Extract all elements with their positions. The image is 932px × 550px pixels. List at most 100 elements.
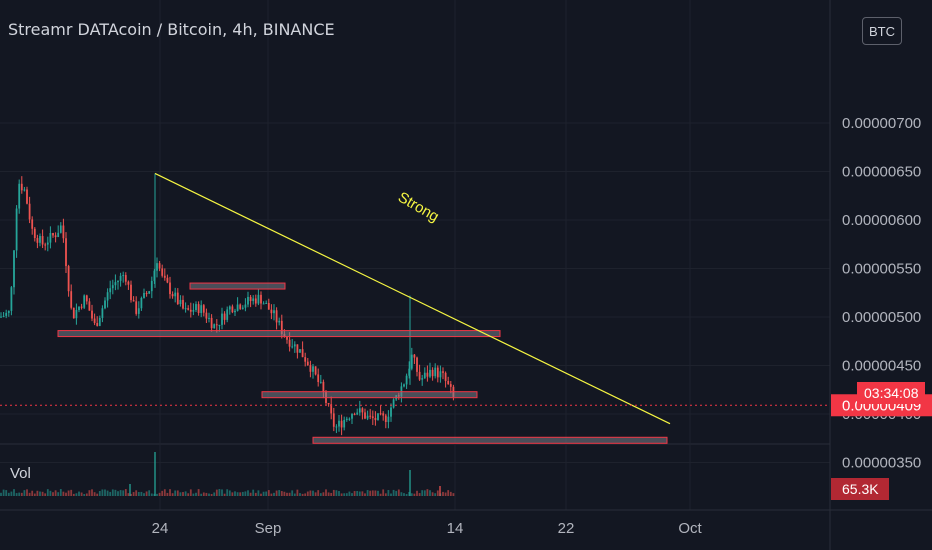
volume-bar xyxy=(182,492,184,496)
price-tick-label: 0.00000550 xyxy=(842,261,921,278)
candle xyxy=(293,341,296,353)
volume-bar xyxy=(317,490,320,496)
candle-body xyxy=(244,304,247,308)
candle-body xyxy=(426,372,429,377)
candle xyxy=(260,291,262,310)
candle xyxy=(93,313,96,326)
candle-body xyxy=(57,232,60,238)
candle-body xyxy=(13,250,15,288)
volume-bar xyxy=(49,490,52,496)
candle-body xyxy=(213,324,216,329)
candle xyxy=(26,186,28,205)
candle-body xyxy=(392,399,395,408)
candle-body xyxy=(439,371,442,378)
candle xyxy=(330,396,333,420)
candle-body xyxy=(104,300,106,309)
volume-bar xyxy=(213,492,216,496)
candle-body xyxy=(304,357,307,362)
candle xyxy=(13,250,15,295)
candle-body xyxy=(273,310,275,314)
volume-bar xyxy=(309,490,312,496)
candle-body xyxy=(234,310,236,313)
candle-body xyxy=(153,270,156,281)
candle-body xyxy=(345,418,348,420)
volume-bar xyxy=(2,489,5,496)
volume-bar xyxy=(41,491,44,496)
candle-body xyxy=(340,420,343,428)
candle-body xyxy=(122,275,125,277)
volume-bar xyxy=(377,490,379,496)
candle-body xyxy=(20,183,23,191)
candle-body xyxy=(127,281,130,285)
volume-bar xyxy=(405,493,408,496)
candle-body xyxy=(312,366,314,372)
candle xyxy=(210,314,213,332)
candle xyxy=(18,179,21,214)
candle xyxy=(257,289,260,306)
candle xyxy=(231,304,234,314)
candle-body xyxy=(148,291,151,294)
volume-bar xyxy=(364,493,366,496)
candle-body xyxy=(449,384,452,387)
candle-body xyxy=(7,310,10,313)
candle xyxy=(442,367,444,380)
candle-body xyxy=(335,426,338,428)
price-tick-label: 0.00000500 xyxy=(842,309,921,326)
candle xyxy=(431,367,434,381)
candle xyxy=(184,302,187,313)
candle xyxy=(278,317,281,326)
candle xyxy=(127,280,130,290)
candle xyxy=(340,414,343,436)
candle-body xyxy=(0,316,2,318)
candle-body xyxy=(156,263,158,271)
volume-bar xyxy=(156,493,158,496)
candle xyxy=(59,222,62,234)
candle xyxy=(249,294,252,308)
candle-body xyxy=(221,313,223,325)
candle-body xyxy=(143,293,145,298)
candle xyxy=(244,298,247,312)
candle xyxy=(46,236,49,252)
candle-body xyxy=(265,303,268,305)
candle-body xyxy=(317,374,320,383)
volume-bar xyxy=(356,490,359,496)
volume-bar xyxy=(447,490,450,496)
candle xyxy=(176,288,179,306)
candle xyxy=(286,336,288,344)
price-axis[interactable]: 0.000003500.000004000.000004500.00000500… xyxy=(829,0,932,550)
candle-body xyxy=(174,292,177,297)
volume-bar xyxy=(52,492,54,496)
candle xyxy=(343,416,346,431)
candle-body xyxy=(431,369,434,377)
candle-body xyxy=(176,292,179,305)
currency-button[interactable]: BTC xyxy=(862,17,902,45)
candle-body xyxy=(54,235,57,238)
candle xyxy=(101,305,104,323)
volume-bar xyxy=(205,492,208,496)
volume-bar xyxy=(286,492,288,496)
candle xyxy=(382,411,385,421)
candle xyxy=(171,291,174,299)
volume-bar xyxy=(444,492,447,496)
candle xyxy=(319,374,322,384)
volume-bar xyxy=(195,492,197,496)
volume-bar xyxy=(291,490,294,496)
candle xyxy=(161,264,164,278)
candle-body xyxy=(332,413,335,427)
time-axis[interactable]: 24 Sep 14 22 Oct xyxy=(0,509,932,537)
candle xyxy=(374,411,377,426)
candle xyxy=(156,257,158,278)
candle xyxy=(387,410,390,429)
volume-bar xyxy=(75,493,78,496)
volume-bar xyxy=(104,489,106,496)
volume-bar xyxy=(36,490,39,496)
candle-body xyxy=(23,189,26,191)
volume-bar xyxy=(379,493,382,496)
volume-bar xyxy=(31,490,34,496)
candle xyxy=(221,307,223,330)
volume-bar xyxy=(44,493,47,496)
candle xyxy=(70,284,73,310)
candle xyxy=(338,414,340,432)
candle-body xyxy=(72,307,75,319)
